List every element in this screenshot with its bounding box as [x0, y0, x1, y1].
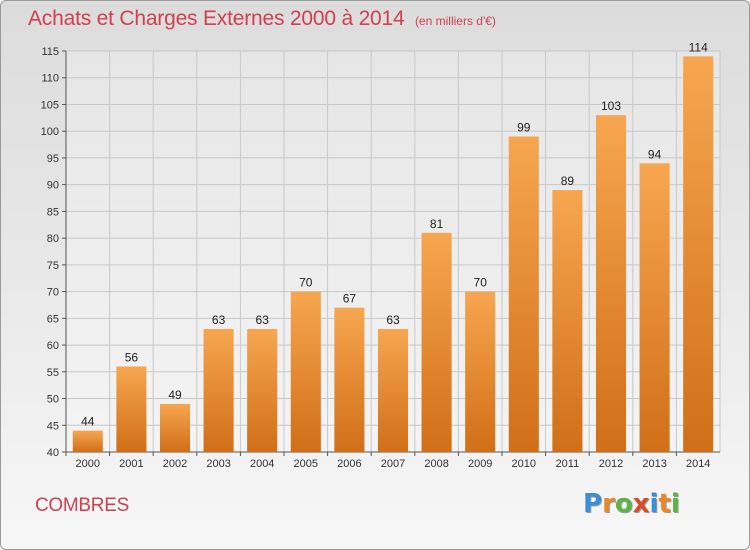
chart-title: Achats et Charges Externes 2000 à 2014	[28, 7, 405, 30]
value-label-2005: 70	[299, 276, 313, 290]
logo-letter: i	[670, 489, 680, 519]
bar-2004	[247, 329, 278, 452]
value-label-2011: 89	[561, 174, 575, 188]
bar-2013	[639, 163, 670, 452]
x-tick-label-2013: 2013	[642, 458, 666, 470]
x-tick-label-2001: 2001	[119, 458, 143, 470]
logo-letter: x	[632, 489, 650, 519]
x-tick-label-2003: 2003	[206, 458, 230, 470]
x-tick-label-2008: 2008	[424, 458, 448, 470]
y-tick-label: 105	[41, 99, 59, 111]
value-label-2007: 63	[386, 313, 400, 327]
bar-2006	[334, 307, 365, 452]
chart-title-block: Achats et Charges Externes 2000 à 2014 (…	[28, 7, 496, 31]
proxiti-logo: Proxiti	[583, 489, 680, 519]
value-label-2000: 44	[81, 415, 95, 429]
y-tick-label: 90	[47, 180, 59, 192]
x-tick-label-2012: 2012	[599, 458, 623, 470]
value-label-2001: 56	[125, 350, 139, 364]
bars	[72, 56, 714, 452]
y-tick-label: 70	[47, 287, 59, 299]
x-tick-label-2010: 2010	[512, 458, 536, 470]
y-tick-label: 100	[41, 126, 59, 138]
bar-2008	[421, 232, 452, 452]
bar-2014	[683, 56, 714, 452]
value-label-2010: 99	[517, 121, 531, 135]
value-label-2008: 81	[430, 217, 444, 231]
y-tick-label: 60	[47, 340, 59, 352]
y-tick-label: 50	[47, 394, 59, 406]
value-label-2009: 70	[474, 276, 488, 290]
y-tick-label: 45	[47, 420, 59, 432]
x-tick-label-2004: 2004	[250, 458, 274, 470]
value-label-2002: 49	[168, 388, 182, 402]
bar-2001	[116, 366, 147, 452]
x-tick-label-2002: 2002	[163, 458, 187, 470]
x-tick-label-2014: 2014	[686, 458, 710, 470]
bar-2002	[159, 403, 191, 452]
y-tick-label: 75	[47, 260, 59, 272]
commune-name: COMBRES	[35, 495, 129, 516]
bar-2005	[290, 291, 321, 452]
logo-letter: r	[602, 489, 615, 519]
y-tick-label: 110	[41, 73, 59, 85]
y-tick-label: 55	[47, 367, 59, 379]
value-label-2006: 67	[343, 292, 357, 306]
y-tick-label: 65	[47, 313, 59, 325]
bar-2007	[377, 329, 409, 452]
bar-2003	[203, 329, 234, 452]
y-tick-label: 115	[41, 46, 59, 58]
bar-2010	[508, 136, 539, 452]
logo-letter: t	[658, 489, 671, 519]
bar-2012	[595, 115, 627, 452]
y-tick-label: 40	[47, 447, 59, 459]
logo-letter: i	[649, 489, 659, 519]
bar-2011	[552, 190, 583, 452]
x-tick-label-2000: 2000	[76, 458, 100, 470]
x-tick-label-2011: 2011	[556, 458, 580, 470]
logo-letter: o	[614, 489, 633, 519]
logo-letter: P	[583, 489, 603, 519]
value-label-2013: 94	[648, 147, 662, 161]
x-tick-label-2009: 2009	[468, 458, 492, 470]
y-tick-label: 85	[47, 206, 59, 218]
x-tick-label-2006: 2006	[337, 458, 361, 470]
value-label-2003: 63	[212, 313, 226, 327]
value-label-2014: 114	[689, 40, 708, 54]
value-label-2012: 103	[601, 99, 621, 113]
value-label-2004: 63	[256, 313, 270, 327]
y-tick-label: 95	[47, 153, 59, 165]
bar-2000	[72, 430, 103, 452]
labels: 40 45 50 55 60 65 70 75 80 85 90 95 100 105 110 115 44 20…	[41, 40, 711, 470]
y-tick-label: 80	[47, 233, 59, 245]
x-tick-label-2005: 2005	[294, 458, 318, 470]
bar-2009	[465, 291, 496, 452]
x-tick-label-2007: 2007	[381, 458, 405, 470]
chart-subtitle: (en milliers d'€)	[414, 14, 496, 28]
